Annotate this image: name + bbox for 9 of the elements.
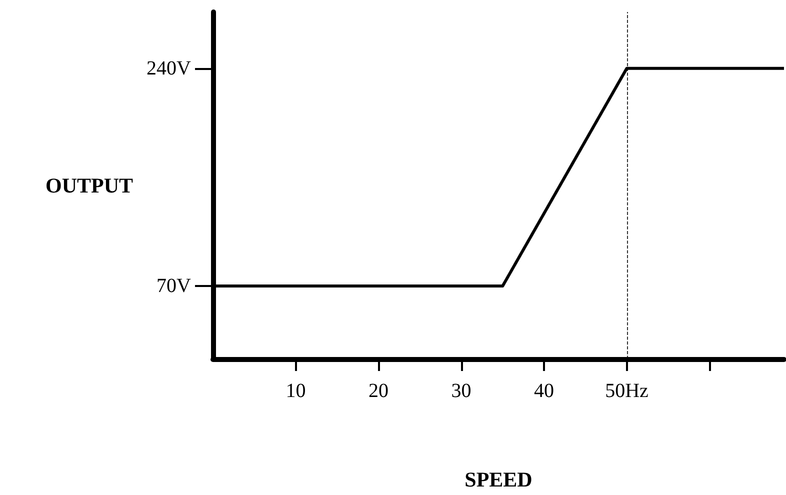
x-tick-label: 10 xyxy=(286,380,306,402)
y-tick-label: 240V xyxy=(146,57,192,80)
x-tick-label: 20 xyxy=(368,380,389,402)
x-tick-label: 50Hz xyxy=(605,380,649,402)
y-tick-label: 70V xyxy=(156,275,192,298)
x-tick-label: 40 xyxy=(534,380,554,402)
y-axis-title: OUTPUT xyxy=(45,174,133,198)
x-axis-title: SPEED xyxy=(464,468,532,492)
x-tick-label: 30 xyxy=(451,380,472,402)
